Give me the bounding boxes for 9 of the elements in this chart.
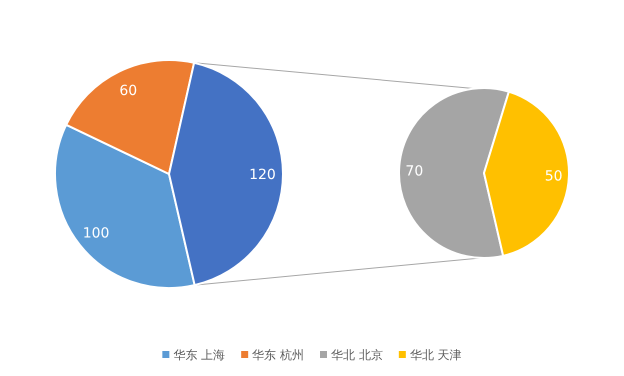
data-label: 60 (119, 82, 138, 99)
legend-label: 华北 北京 (331, 348, 383, 362)
data-label: 100 (82, 225, 110, 242)
legend-label: 华北 天津 (410, 348, 462, 362)
data-label: 70 (405, 164, 424, 180)
data-label: 50 (544, 168, 563, 184)
legend-label: 华东 杭州 (252, 348, 304, 362)
data-label: 120 (249, 166, 276, 183)
legend-label: 华东 上海 (173, 348, 226, 362)
